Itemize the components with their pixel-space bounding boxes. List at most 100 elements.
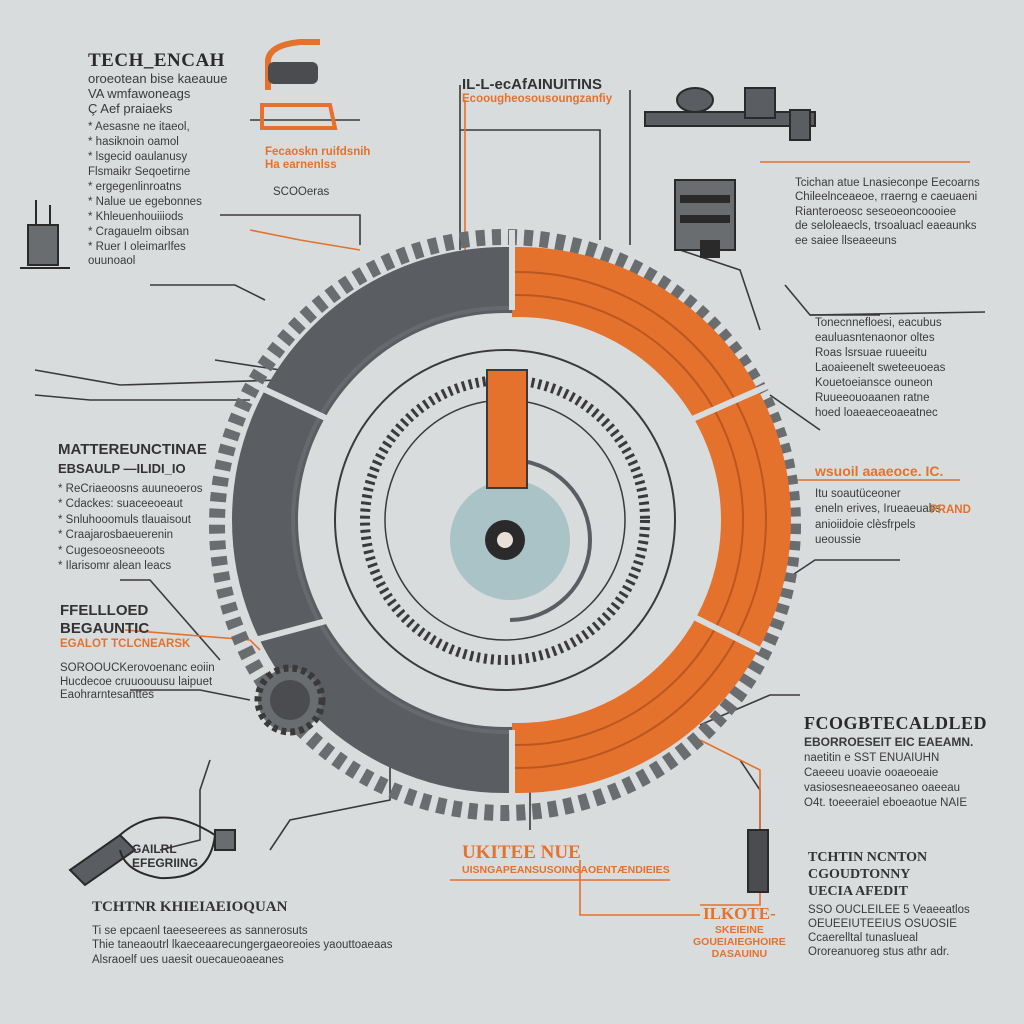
left-mid-line: * Snluhooomuls tlauaisout — [58, 513, 191, 526]
right-orange-title: wsuoil aaaeoce. IC. — [815, 463, 944, 479]
left-lower-line: Eaohrarntesanttes — [60, 689, 154, 702]
right-bottom-block: TCHTIN NCNTON CGOUDTONNY UECIA AFEDIT SS… — [808, 850, 970, 960]
callout-note: SCOOeras — [273, 186, 330, 199]
top-left-list: * Aesasne ne itaeol, * hasiknoin oamol *… — [88, 120, 202, 269]
right-lower-line: vasiosesneaeeosaneo oaeeau — [804, 781, 961, 794]
top-left-title: TECH_ENCAH — [88, 50, 225, 71]
right-lower-line: EBORROESEIT EIC EAEAMN. — [804, 735, 974, 750]
right-bottom-title-3: UECIA AFEDIT — [808, 883, 908, 899]
top-left-line: Flsmaikr Seqoetirne — [88, 165, 191, 178]
top-left-line: oroeotean bise kaeauue — [88, 70, 228, 86]
right-mid-line: hoed loaeaeceoaeatnec — [815, 406, 938, 419]
top-left-line: * Khleuenhouiiiods — [88, 210, 184, 223]
ring-segment-gaps — [253, 230, 772, 810]
inner-ring — [334, 349, 676, 691]
left-lower-line: Hucdecoe cruuoouusu laipuet — [60, 675, 213, 688]
bottom-left-line: Ti se epcaenl taeeseerees as sannerosuts — [92, 924, 308, 937]
callout-line: Ha earnenlss — [265, 159, 337, 172]
left-mid-subtitle: EBSAULP —ILIDI_IO — [58, 461, 186, 477]
right-mid-line: Tonecnnefloesi, eacubus — [815, 317, 942, 329]
left-mid-line: * Cdackes: suaceeoeaut — [58, 498, 183, 511]
left-mid-line: * Craajarosbaeuerenin — [58, 529, 174, 542]
top-left-line: * hasiknoin oamol — [88, 135, 179, 148]
right-bottom-title: TCHTIN NCNTON — [808, 850, 928, 865]
left-ring-segment — [232, 247, 512, 793]
left-mid-line: * ReCriaeoosns auuneoeros — [58, 482, 203, 495]
right-orange-line: ueoussie — [815, 534, 862, 547]
right-top-line: de seloleaecls, trsoaluacl eaeaunks — [795, 220, 977, 233]
right-mid-line: Roas lsrsuae ruueeitu — [815, 346, 927, 359]
cartridge-icon — [747, 829, 769, 893]
right-bottom-line: SSO OUCLEILEE 5 Veaeeatlos — [808, 904, 970, 917]
left-lower-line: SOROOUCKerovoenanc eoiin — [60, 661, 215, 674]
right-mid-block: Tonecnnefloesi, eacubus eauluasntenaonor… — [815, 316, 945, 421]
left-mid-title: MATTEREUNCTINAE — [58, 441, 207, 458]
left-lower-orange-line: EGALOT TCLCNEARSK — [60, 638, 191, 650]
bottom-left-tag: GAILRL EFEGRIING — [132, 842, 199, 871]
pump-icon — [20, 200, 70, 269]
right-bottom-line: Ororeanuoreg stus athr adr. — [808, 945, 950, 958]
top-left-line: Ç Aef praiaeks — [88, 100, 173, 116]
right-mid-line: Ruueeouoaanen ratne — [815, 391, 930, 404]
right-orange-line: Itu soautüceoner — [815, 487, 901, 500]
top-left-line: * Aesasne ne itaeol, — [88, 121, 190, 133]
drill-icon — [68, 816, 236, 887]
bottom-center-subtitle: UISNGAPEANSUSOINGAOENTÆNDIEIES — [462, 863, 670, 876]
bottom-center-right-line: DASAUINU — [711, 947, 768, 960]
orange-leader-lines — [124, 100, 970, 916]
top-left-line: VA wmfawoneags — [88, 85, 191, 101]
top-left-line: * ergegenlinroatns — [88, 180, 182, 193]
right-orange-line: eneln erives, Irueaeuabs — [815, 503, 941, 516]
right-mid-line: eauluasntenaonor oltes — [815, 331, 935, 344]
bottom-center-right-line: SKEIEINE — [714, 923, 764, 936]
right-orange-tag: PRAND — [930, 504, 971, 516]
right-orange-block: wsuoil aaaeoce. IC. Itu soautüceoner ene… — [815, 462, 943, 549]
bottom-center-right-block: ILKOTE- SKEIEINE GOUEIAIEGHOIRE DASAUINU — [693, 904, 786, 960]
left-mid-line: * Cugesoeosneeoots — [58, 544, 165, 557]
left-lower-title-2: BEGAUNTIC — [60, 620, 150, 637]
top-left-line: * Nalue ue egebonnes — [88, 195, 202, 208]
valve-icon — [644, 87, 816, 141]
bottom-center-block: UKITEE NUE UISNGAPEANSUSOINGAOENTÆNDIEIE… — [462, 842, 670, 876]
bottom-left-line: Thie taneaoutrl lkaeceaarecungergaeoreoi… — [92, 939, 393, 952]
left-lower-block: FFELLLOED BEGAUNTIC EGALOT TCLCNEARSK SO… — [60, 602, 215, 703]
top-left-line: * lsgecid oaulanusy — [88, 150, 188, 163]
callout-line: Fecaoskn ruifdsnih — [265, 146, 371, 158]
top-left-callout: Fecaoskn ruifdsnih Ha earnenlss SCOOeras — [265, 146, 370, 200]
right-mid-line: Kouetoeiansce ouneon — [815, 376, 933, 389]
left-mid-line: * Ilarisomr alean leacs — [58, 560, 172, 573]
outer-gear-teeth — [209, 229, 801, 821]
top-left-line: ouunoaol — [88, 255, 136, 268]
right-bottom-line: OEUEEIUTEEIUS OSUOSIE — [808, 918, 957, 931]
right-lower-line: Caeeeu uoavie ooaeoeaie — [804, 766, 939, 779]
top-left-line: * Cragauelm oibsan — [88, 225, 190, 238]
bottom-center-right-title: ILKOTE- — [703, 904, 776, 923]
right-lower-title: FCOGBTECALDLED — [804, 713, 988, 733]
right-lower-block: FCOGBTECALDLED EBORROESEIT EIC EAEAMN. n… — [804, 712, 987, 811]
right-orange-line: anioiidoie clèsfrpels — [815, 518, 916, 531]
top-left-line: * Ruer I oleimarlfes — [88, 240, 186, 253]
orange-spindle — [486, 369, 528, 489]
right-bottom-line: Ccaerelltal tunaslueal — [808, 931, 918, 944]
bottom-left-tag-line: GAILRL — [132, 842, 177, 856]
top-center-subtitle: Ecoougheosousoungzanfiy — [462, 93, 613, 106]
top-left-block: TECH_ENCAH oroeotean bise kaeauue VA wmf… — [88, 50, 228, 117]
bottom-left-tag-line: EFEGRIING — [132, 855, 199, 870]
top-center-block: IL-L-ecAfAINUITINS Ecoougheosousoungzanf… — [462, 76, 612, 106]
leader-lines — [34, 85, 986, 851]
bottom-center-title: UKITEE NUE — [462, 842, 581, 863]
right-top-line: ee saiee llseaeeuns — [795, 234, 897, 247]
right-bottom-title-2: CGOUDTONNY — [808, 866, 911, 882]
bracket-icon — [260, 39, 338, 130]
bottom-center-right-line: GOUEIAIEGHOIRE — [693, 935, 786, 948]
clamp-icon — [674, 179, 736, 258]
right-top-line: Chileelnceaeoe, rraerng e caeuaeni — [795, 191, 978, 204]
right-top-line: Rianteroeosc seseoeoncoooiee — [795, 205, 957, 218]
right-mid-line: Laoaieenelt sweteeuoeas — [815, 361, 946, 374]
bottom-left-title: TCHTNR KHIEIAEIOQUAN — [92, 899, 288, 915]
left-lower-title: FFELLLOED — [60, 602, 149, 619]
right-top-line: Tcichan atue Lnasieconpe Eecoarns — [795, 177, 980, 189]
right-ring-segment — [512, 247, 791, 793]
